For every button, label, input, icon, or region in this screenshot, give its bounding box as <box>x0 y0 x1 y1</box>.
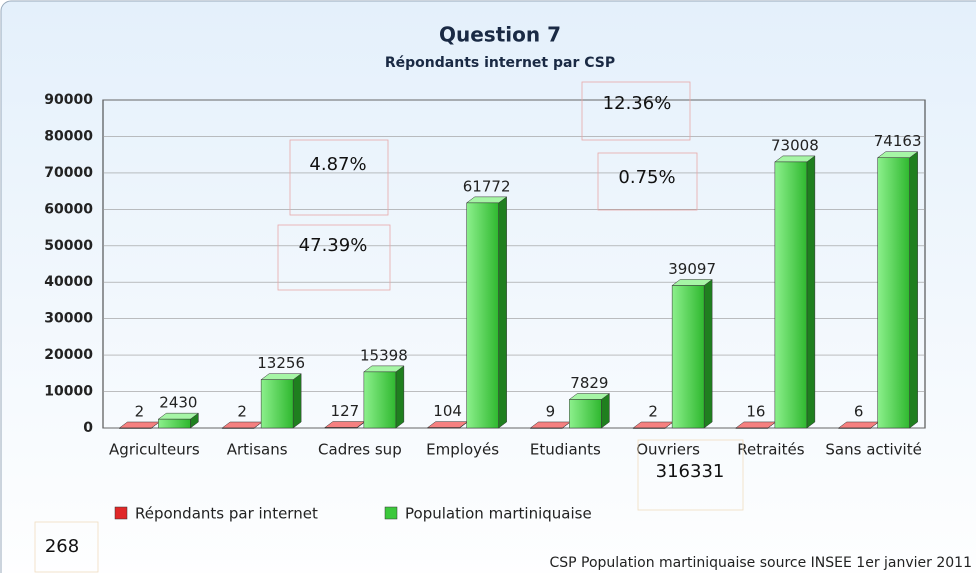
x-tick-label: Cadres sup <box>318 441 402 459</box>
legend-swatch <box>114 506 128 520</box>
bar <box>774 161 808 429</box>
data-label: 104 <box>433 402 462 420</box>
bar-side <box>806 155 816 429</box>
bar <box>158 418 191 429</box>
x-tick-label: Sans activité <box>825 441 921 459</box>
annotation-box <box>277 224 391 291</box>
data-label: 9 <box>546 402 556 420</box>
annotation: 12.36% <box>603 93 672 114</box>
bar-side <box>395 365 405 429</box>
x-tick-label: Ouvriers <box>636 441 700 459</box>
bar <box>466 202 499 429</box>
y-tick-label: 60000 <box>44 201 93 217</box>
data-label: 13256 <box>257 354 305 372</box>
bar <box>569 399 602 429</box>
y-tick-label: 10000 <box>44 384 93 400</box>
data-label: 6 <box>854 402 864 420</box>
data-label: 2430 <box>159 394 197 412</box>
annotation-box <box>289 139 389 216</box>
bar <box>427 427 460 429</box>
y-tick-label: 0 <box>83 420 93 436</box>
legend-label: Population martiniquaise <box>405 505 592 523</box>
chart-title: Question 7 <box>439 23 561 47</box>
y-tick-label: 80000 <box>44 128 93 144</box>
data-label: 39097 <box>668 260 716 278</box>
bar <box>221 427 255 429</box>
annotation-box <box>581 81 691 141</box>
annotation: 47.39% <box>299 235 368 256</box>
data-label: 61772 <box>463 177 511 195</box>
data-label: 16 <box>746 402 765 420</box>
y-tick-label: 20000 <box>44 347 93 363</box>
annotation-box <box>597 152 698 211</box>
x-tick-label: Agriculteurs <box>109 441 200 459</box>
y-tick-label: 40000 <box>44 274 93 290</box>
bar-side <box>703 279 713 429</box>
x-tick-label: Retraités <box>737 441 804 459</box>
y-tick-label: 50000 <box>44 238 93 254</box>
bar <box>632 427 666 429</box>
legend-label: Répondants par internet <box>135 505 318 523</box>
annotation-box <box>637 439 744 511</box>
annotation-box <box>34 521 99 573</box>
chart-subtitle: Répondants internet par CSP <box>385 55 615 71</box>
bar <box>838 427 871 429</box>
data-label: 2 <box>135 402 145 420</box>
bar <box>260 379 294 429</box>
data-label: 7829 <box>570 374 608 392</box>
x-tick-label: Etudiants <box>530 441 601 459</box>
bar-side <box>498 196 507 429</box>
annotation: 0.75% <box>618 167 675 188</box>
annotation: 268 <box>45 536 79 557</box>
bar <box>735 427 769 429</box>
bar <box>671 285 705 429</box>
y-tick-label: 90000 <box>44 92 93 108</box>
bar <box>363 371 397 429</box>
bar <box>324 427 358 429</box>
data-label: 73008 <box>771 136 819 154</box>
y-tick-label: 30000 <box>44 311 93 327</box>
bar-side <box>292 373 302 429</box>
data-label: 15398 <box>360 346 408 364</box>
bar <box>877 157 910 429</box>
x-tick-label: Employés <box>426 441 499 459</box>
y-tick-label: 70000 <box>44 165 93 181</box>
x-tick-label: Artisans <box>227 441 288 459</box>
legend-swatch <box>384 506 398 520</box>
annotation: 4.87% <box>309 154 366 175</box>
data-label: 2 <box>648 402 658 420</box>
bar-side <box>909 151 918 429</box>
bar <box>530 427 563 429</box>
annotation: 316331 <box>656 461 725 482</box>
data-label: 2 <box>237 402 247 420</box>
data-label: 127 <box>331 402 360 420</box>
data-label: 74163 <box>874 132 922 150</box>
source-note: CSP Population martiniquaise source INSE… <box>549 555 972 571</box>
bar <box>119 427 152 429</box>
